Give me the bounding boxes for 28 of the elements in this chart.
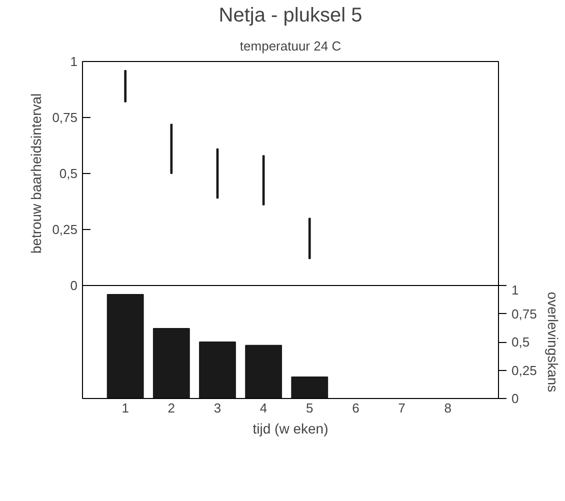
chart-subtitle: temperatuur 24 C <box>240 38 342 54</box>
x-axis-title: tijd (w eken) <box>252 420 328 436</box>
y-tick-label: 0 <box>70 278 78 293</box>
bar <box>291 376 328 398</box>
x-tick-label: 7 <box>398 400 406 416</box>
y-tick-label: 0,5 <box>59 166 78 181</box>
bar <box>152 328 190 398</box>
bar <box>245 344 282 398</box>
y-axis-title: betrouw baarheidsinterval <box>28 93 44 254</box>
y2-tick-label: 0 <box>512 391 519 406</box>
y2-tick-label: 0,5 <box>512 334 530 350</box>
x-tick-label: 4 <box>260 400 268 416</box>
x-tick-label: 3 <box>214 400 222 416</box>
x-tick-label: 1 <box>122 400 129 416</box>
x-tick-label: 6 <box>352 400 360 416</box>
y2-tick-label: 0,75 <box>512 306 537 322</box>
y2-axis-title: overlevingskans <box>544 292 561 392</box>
bar <box>199 342 236 398</box>
y2-tick-label: 0,25 <box>512 362 537 378</box>
x-tick-label: 2 <box>168 400 176 416</box>
y-tick-label: 1 <box>70 54 78 69</box>
x-tick-label: 8 <box>444 400 452 416</box>
y2-tick-label: 1 <box>512 282 519 298</box>
bar <box>106 294 144 398</box>
chart-title: Netja - pluksel 5 <box>218 4 362 26</box>
y-tick-label: 0,75 <box>52 110 78 125</box>
y-tick-label: 0,25 <box>52 222 78 237</box>
x-tick-label: 5 <box>306 400 314 416</box>
